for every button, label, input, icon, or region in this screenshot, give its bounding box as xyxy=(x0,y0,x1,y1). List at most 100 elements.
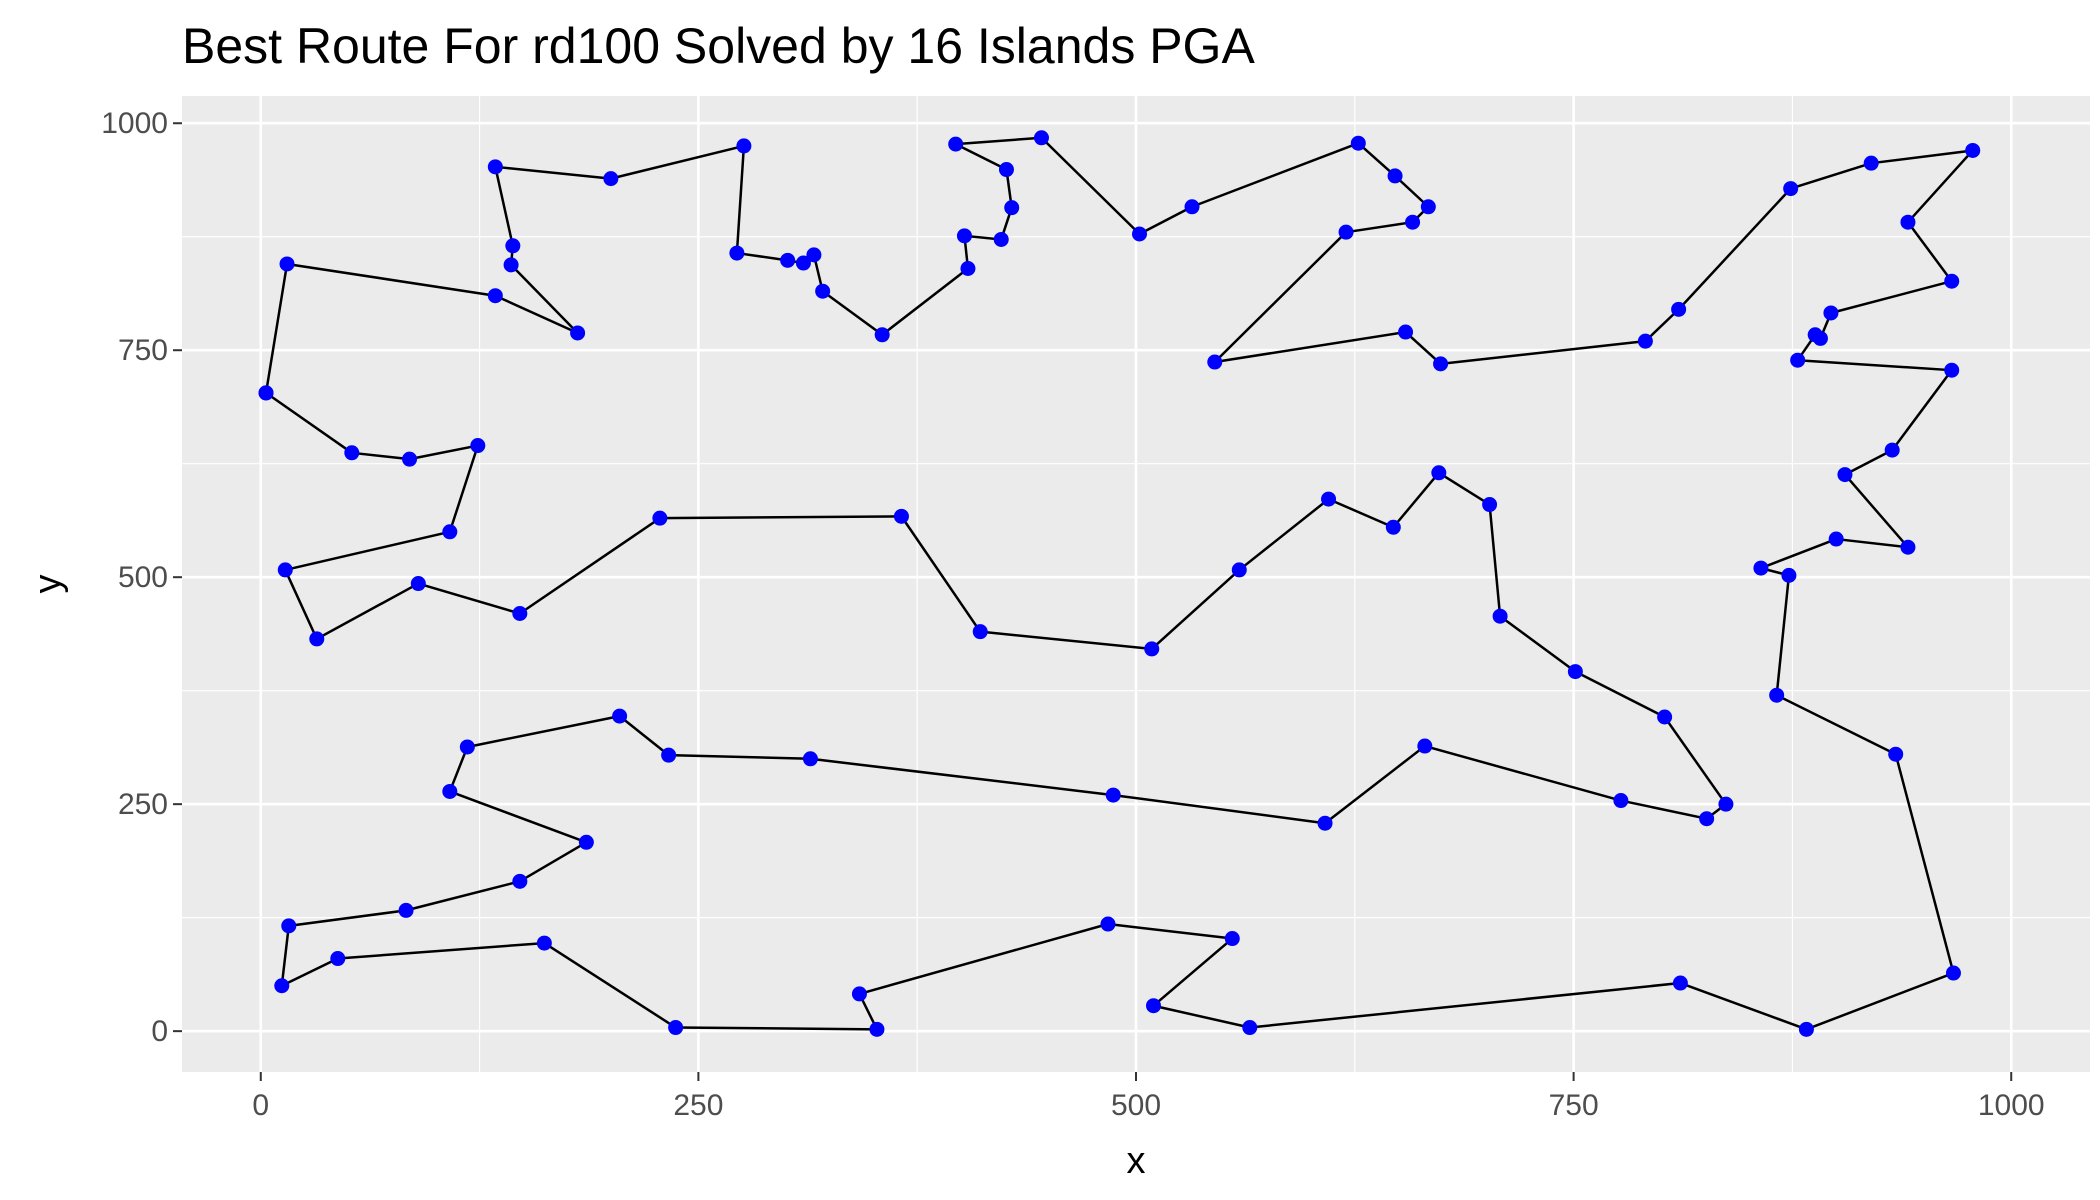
route-segment xyxy=(336,941,546,960)
route-segment xyxy=(618,714,670,757)
x-tick-label: 500 xyxy=(1111,1089,1161,1122)
route-point xyxy=(1781,567,1797,583)
route-point xyxy=(795,255,811,271)
route-point xyxy=(570,325,586,341)
route-segment xyxy=(1906,149,1974,224)
x-tick-label: 1000 xyxy=(1978,1089,2045,1122)
route-point xyxy=(1033,130,1049,146)
route-segment xyxy=(1775,693,1897,756)
route-point xyxy=(487,159,503,175)
route-point xyxy=(512,606,528,622)
route-segment xyxy=(1437,471,1491,506)
y-tick-label: 750 xyxy=(118,334,168,367)
route-point xyxy=(1790,352,1806,368)
route-point xyxy=(1828,531,1844,547)
route-point xyxy=(402,451,418,467)
route-point xyxy=(1321,491,1337,507)
route-segment xyxy=(1152,937,1234,1007)
route-point xyxy=(1431,465,1447,481)
route-point xyxy=(1783,181,1799,197)
x-axis-title: x xyxy=(1127,1140,1146,1182)
route-segment xyxy=(280,957,340,987)
route-point xyxy=(487,288,503,304)
route-point xyxy=(1132,226,1148,242)
route-point xyxy=(1613,793,1629,809)
route-segment xyxy=(494,294,579,335)
route-segment xyxy=(285,262,497,297)
route-point xyxy=(398,902,414,918)
grid-major xyxy=(182,96,2090,1072)
route-point xyxy=(258,385,274,401)
route-point xyxy=(661,747,677,763)
route-segment xyxy=(1138,205,1194,236)
route-segment xyxy=(609,144,746,180)
route-segment xyxy=(1190,141,1360,209)
route-segment xyxy=(417,582,522,615)
route-segment xyxy=(404,880,522,912)
route-segment xyxy=(518,516,662,615)
route-segment xyxy=(1040,136,1141,236)
route-point xyxy=(869,1021,885,1037)
route-segment xyxy=(880,267,970,337)
route-point xyxy=(1100,916,1116,932)
route-point xyxy=(503,257,519,273)
route-segment xyxy=(1488,503,1502,618)
x-axis-tick-labels: 0 250 500 750 1000 xyxy=(252,1089,2044,1122)
route-point xyxy=(1398,324,1414,340)
route-segment xyxy=(1238,497,1330,572)
route-point xyxy=(1317,815,1333,831)
route-point xyxy=(1888,746,1904,762)
route-point xyxy=(1144,641,1160,657)
route-segment xyxy=(315,582,420,641)
route-point xyxy=(1863,155,1879,171)
route-segment xyxy=(674,1026,879,1031)
route-point xyxy=(1338,224,1354,240)
route-point xyxy=(1812,330,1828,346)
y-axis-ticks xyxy=(173,122,182,1033)
route-segment xyxy=(264,391,354,455)
route-point xyxy=(274,978,290,994)
route-point xyxy=(1385,519,1401,535)
route-point xyxy=(505,238,521,254)
route-point xyxy=(1146,998,1162,1014)
route-segment xyxy=(658,515,903,520)
route-segment xyxy=(1248,981,1682,1029)
route-segment xyxy=(1679,981,1808,1031)
route-point xyxy=(1965,142,1981,158)
route-point xyxy=(998,162,1014,178)
route-point xyxy=(1672,975,1688,991)
route-point xyxy=(960,261,976,277)
route-segment xyxy=(466,714,621,749)
route-point xyxy=(1387,168,1403,184)
route-segment xyxy=(1677,187,1792,311)
route-segment xyxy=(1619,799,1708,820)
route-segment xyxy=(284,530,452,572)
route-point xyxy=(1699,811,1715,827)
route-point xyxy=(1944,362,1960,378)
route-segment xyxy=(287,909,408,928)
route-segment xyxy=(284,568,319,641)
route-point xyxy=(780,252,796,268)
route-point xyxy=(1567,664,1583,680)
route-point xyxy=(281,918,297,934)
route-segment xyxy=(1150,568,1241,651)
route-segment xyxy=(448,745,469,793)
route-point xyxy=(470,438,486,454)
x-tick-label: 0 xyxy=(252,1089,269,1122)
route-segment xyxy=(543,941,677,1029)
route-point xyxy=(459,739,475,755)
route-segment xyxy=(1869,149,1974,165)
route-point xyxy=(1837,467,1853,483)
route-point xyxy=(815,283,831,299)
route-point xyxy=(729,245,745,261)
route-segment xyxy=(821,289,884,337)
route-points xyxy=(258,130,1981,1037)
route-point xyxy=(536,935,552,951)
y-tick-label: 500 xyxy=(118,561,168,594)
route-point xyxy=(603,171,619,187)
x-tick-label: 750 xyxy=(1549,1089,1599,1122)
route-point xyxy=(1482,497,1498,513)
route-segment xyxy=(1775,574,1791,697)
route-segment xyxy=(1323,744,1427,825)
